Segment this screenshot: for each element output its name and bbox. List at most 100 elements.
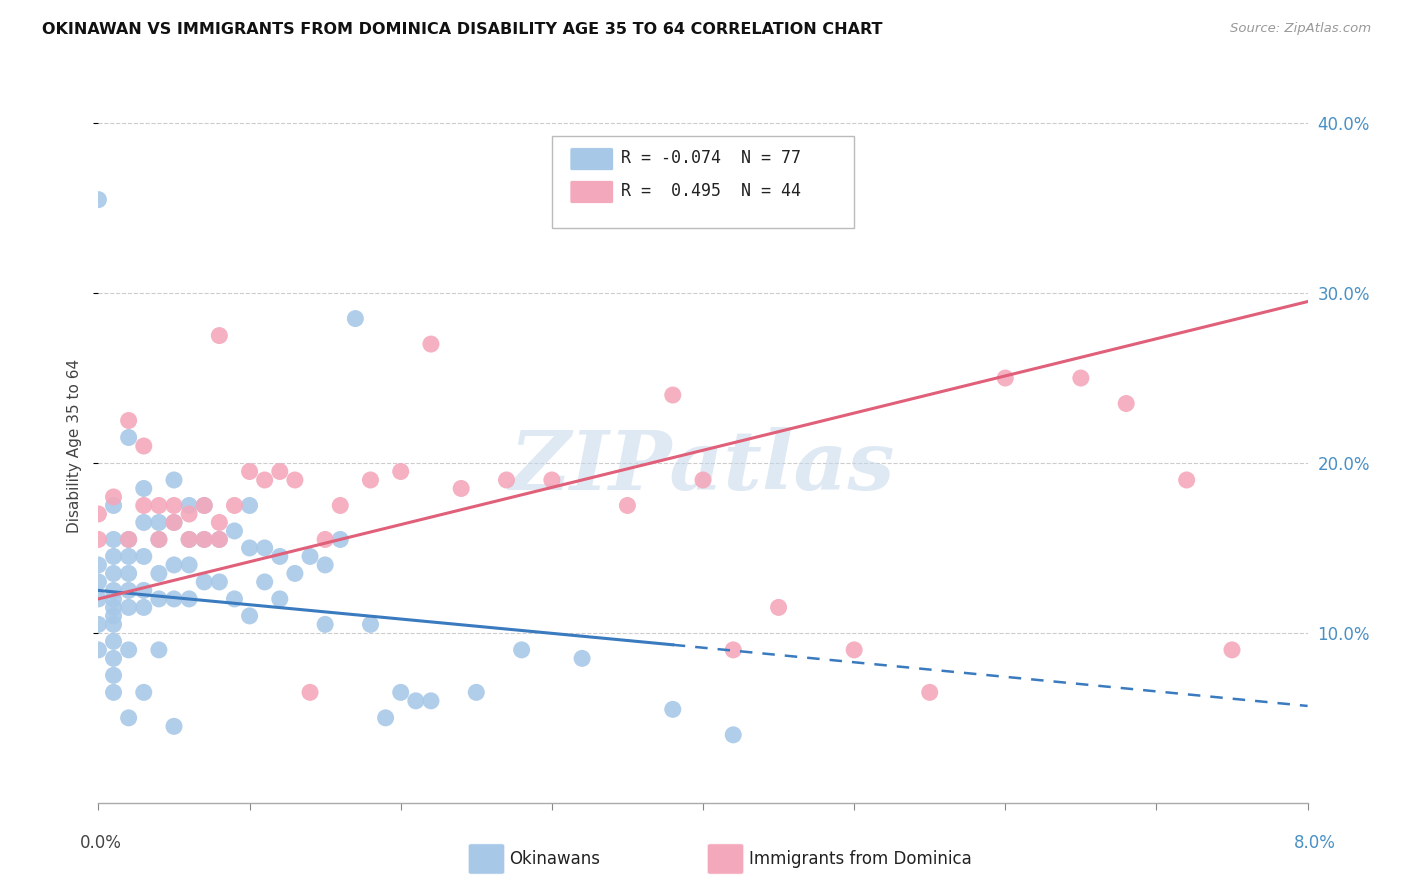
Point [344, 311, 367, 326]
Point [87, 507, 110, 521]
Point [253, 541, 276, 555]
Point [692, 473, 714, 487]
Point [148, 499, 170, 513]
Point [148, 643, 170, 657]
Point [314, 533, 336, 547]
Point [208, 533, 231, 547]
Point [224, 524, 246, 538]
Point [118, 430, 141, 444]
Point [269, 591, 291, 606]
Point [844, 643, 866, 657]
Point [239, 608, 262, 623]
Point [1175, 473, 1198, 487]
Point [103, 583, 125, 598]
Point [118, 533, 141, 547]
Point [148, 533, 170, 547]
Point [103, 566, 125, 581]
Text: Source: ZipAtlas.com: Source: ZipAtlas.com [1230, 22, 1371, 36]
Point [148, 591, 170, 606]
Point [179, 499, 201, 513]
Point [148, 533, 170, 547]
Point [299, 685, 322, 699]
Point [208, 516, 231, 530]
Point [87, 533, 110, 547]
Point [389, 465, 412, 479]
Point [616, 499, 638, 513]
Point [465, 685, 488, 699]
Point [103, 600, 125, 615]
Point [148, 516, 170, 530]
Point [1220, 643, 1243, 657]
Point [405, 694, 427, 708]
Point [299, 549, 322, 564]
Point [193, 533, 215, 547]
Point [103, 490, 125, 504]
Point [239, 465, 262, 479]
Point [284, 473, 307, 487]
Point [148, 566, 170, 581]
Point [103, 617, 125, 632]
Point [87, 643, 110, 657]
Text: OKINAWAN VS IMMIGRANTS FROM DOMINICA DISABILITY AGE 35 TO 64 CORRELATION CHART: OKINAWAN VS IMMIGRANTS FROM DOMINICA DIS… [42, 22, 883, 37]
Point [163, 516, 186, 530]
Point [208, 533, 231, 547]
Point [193, 499, 215, 513]
Point [239, 541, 262, 555]
Point [193, 499, 215, 513]
Point [118, 583, 141, 598]
Point [132, 516, 155, 530]
Point [163, 719, 186, 733]
Point [374, 711, 396, 725]
Point [179, 591, 201, 606]
Point [179, 533, 201, 547]
Point [314, 617, 336, 632]
Point [103, 549, 125, 564]
Point [450, 482, 472, 496]
Point [103, 668, 125, 682]
Point [163, 591, 186, 606]
Point [103, 591, 125, 606]
Point [179, 533, 201, 547]
Point [495, 473, 517, 487]
Point [269, 465, 291, 479]
Point [118, 566, 141, 581]
Point [118, 533, 141, 547]
Point [103, 651, 125, 665]
Point [420, 694, 443, 708]
Point [224, 499, 246, 513]
Point [163, 558, 186, 572]
FancyBboxPatch shape [553, 136, 855, 228]
Point [103, 608, 125, 623]
Point [87, 591, 110, 606]
Point [103, 533, 125, 547]
Point [179, 558, 201, 572]
Point [1070, 371, 1092, 385]
Point [1115, 396, 1137, 410]
Text: 0.0%: 0.0% [80, 834, 122, 852]
Point [329, 533, 352, 547]
Point [389, 685, 412, 699]
Point [163, 473, 186, 487]
Point [723, 728, 745, 742]
Point [662, 702, 685, 716]
Point [103, 499, 125, 513]
Point [662, 388, 685, 402]
Text: 8.0%: 8.0% [1294, 834, 1336, 852]
Point [87, 574, 110, 589]
Point [163, 516, 186, 530]
Text: ZIPatlas: ZIPatlas [510, 427, 896, 508]
Point [193, 574, 215, 589]
Point [87, 617, 110, 632]
FancyBboxPatch shape [569, 180, 613, 203]
Point [768, 600, 790, 615]
Point [103, 634, 125, 648]
Point [314, 558, 336, 572]
Point [132, 583, 155, 598]
Point [132, 482, 155, 496]
Point [208, 574, 231, 589]
Point [118, 413, 141, 427]
Point [118, 549, 141, 564]
Point [87, 558, 110, 572]
Text: Immigrants from Dominica: Immigrants from Dominica [749, 850, 972, 868]
Point [163, 499, 186, 513]
